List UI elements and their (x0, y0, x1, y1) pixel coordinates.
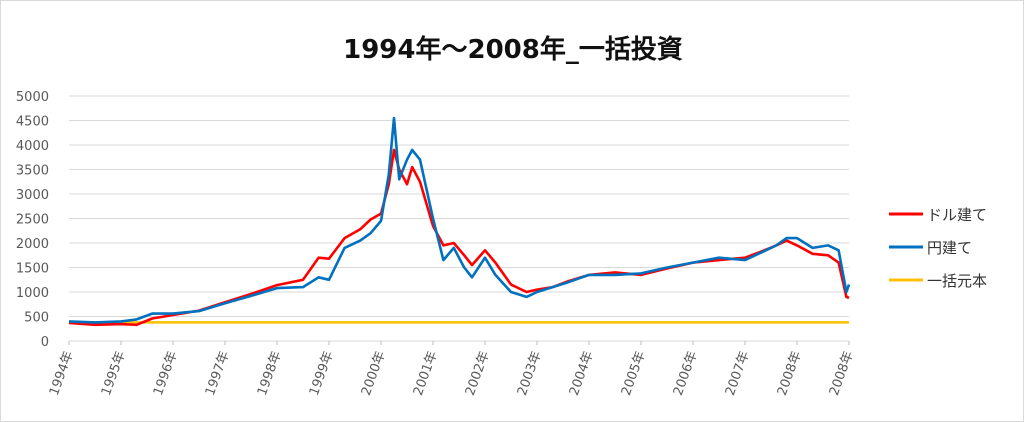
x-tick-label: 2000年 (359, 349, 389, 397)
x-tick-label: 2008年 (827, 349, 857, 397)
y-axis-ticks: 0 500 1000 1500 2000 2500 3000 3500 4000 4500 5000 (16, 90, 49, 350)
series-line-1 (68, 116, 851, 324)
y-tick-label: 3500 (16, 164, 49, 179)
y-tick-label: 1500 (16, 262, 49, 277)
x-tick-label: 1995年 (99, 349, 129, 397)
x-tick-label: 1999年 (307, 349, 337, 397)
y-tick-label: 2000 (16, 237, 49, 252)
series-lines (68, 116, 851, 327)
y-tick-label: 2500 (16, 213, 49, 228)
x-tick-label: 2001年 (411, 349, 441, 397)
x-tick-label: 1996年 (151, 349, 181, 397)
y-tick-label: 4500 (16, 115, 49, 130)
x-tick-label: 2007年 (723, 349, 753, 397)
legend-label-2: 一括元本 (927, 272, 987, 290)
legend-label-1: 円建て (927, 239, 972, 257)
x-tick-label: 1997年 (203, 349, 233, 397)
x-tick-label: 2005年 (619, 349, 649, 397)
x-tick-label: 1998年 (255, 349, 285, 397)
y-tick-label: 1000 (16, 286, 49, 301)
y-tick-label: 0 (41, 335, 49, 350)
gridlines (69, 95, 849, 342)
y-tick-label: 5000 (16, 90, 49, 105)
x-tick-label: 2004年 (567, 349, 597, 397)
y-tick-label: 500 (24, 311, 49, 326)
y-tick-label: 4000 (16, 139, 49, 154)
x-tick-label: 2006年 (671, 349, 701, 397)
x-tick-label: 1994年 (47, 349, 77, 397)
x-tick-label: 2008年 (775, 349, 805, 397)
series-line-0 (68, 148, 850, 327)
chart-title: 1994年～2008年_一括投資 (343, 34, 683, 65)
x-tick-label: 2003年 (515, 349, 545, 397)
legend-label-0: ドル建て (927, 206, 987, 224)
x-tick-label: 2002年 (463, 349, 493, 397)
x-axis-ticks: 1994年 1995年 1996年 1997年 1998年 1999年 2000年 2001年… (47, 341, 857, 398)
y-tick-label: 3000 (16, 188, 49, 203)
